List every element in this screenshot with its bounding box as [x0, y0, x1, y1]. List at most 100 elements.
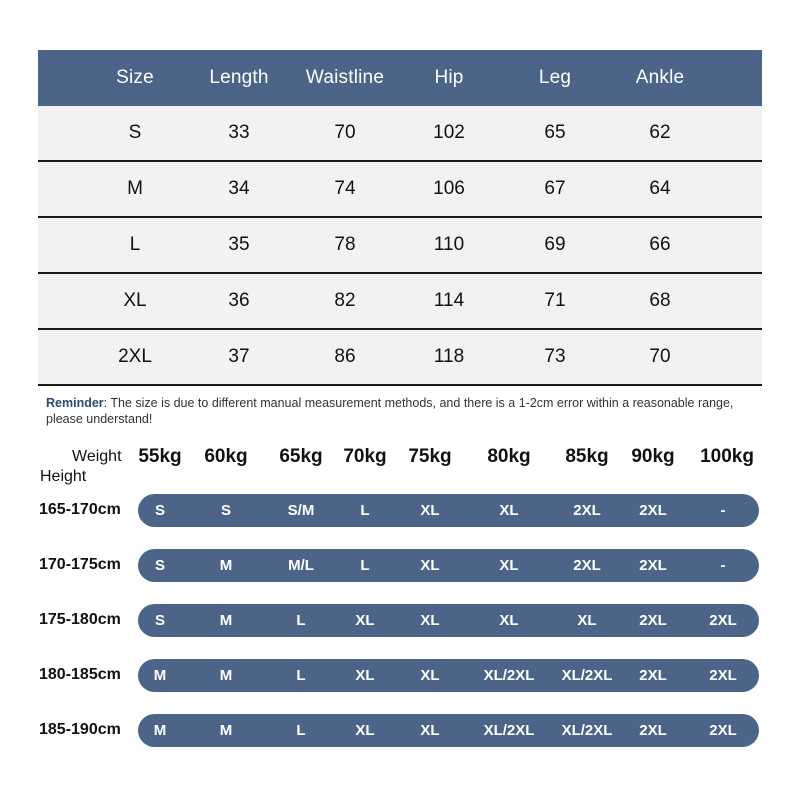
height-label: 165-170cm	[39, 501, 121, 518]
weight-header: 100kg	[700, 446, 754, 467]
size-cell: XL/2XL	[561, 722, 613, 739]
size-cell: XL	[420, 722, 440, 739]
size-cell: XL/2XL	[561, 667, 613, 684]
size-cell: S	[220, 502, 232, 519]
weight-header: 55kg	[138, 446, 182, 467]
height-label: 185-190cm	[39, 721, 121, 738]
size-cell: L	[360, 557, 370, 574]
waistline-cell: 86	[334, 346, 356, 367]
weight-header: 70kg	[343, 446, 387, 467]
size-cell: XL	[123, 290, 147, 311]
size-cell: S	[154, 557, 166, 574]
size-cell: 2XL	[709, 667, 737, 684]
table-row: XL 36 82 114 71 68	[38, 274, 762, 330]
size-cell: 2XL	[639, 502, 667, 519]
size-cell: L	[296, 612, 306, 629]
size-row-pill: S M L XL XL XL XL 2XL 2XL	[138, 604, 759, 637]
size-cell: M	[219, 722, 233, 739]
size-cell: 2XL	[639, 557, 667, 574]
weight-axis-label: Weight	[72, 448, 122, 465]
ankle-cell: 70	[649, 346, 671, 367]
size-cell: L	[129, 234, 141, 255]
waistline-cell: 74	[334, 178, 356, 199]
length-cell: 35	[228, 234, 250, 255]
size-row-pill: M M L XL XL XL/2XL XL/2XL 2XL 2XL	[138, 659, 759, 692]
weight-header: 85kg	[565, 446, 609, 467]
size-cell: XL	[577, 612, 597, 629]
size-row-pill: S S S/M L XL XL 2XL 2XL -	[138, 494, 759, 527]
leg-cell: 71	[544, 290, 566, 311]
size-cell: M/L	[288, 557, 314, 574]
ankle-cell: 68	[649, 290, 671, 311]
table-row: S 33 70 102 65 62	[38, 106, 762, 162]
size-cell: XL	[355, 612, 375, 629]
weight-header: 75kg	[408, 446, 452, 467]
hip-cell: 114	[433, 290, 465, 311]
size-cell: M	[127, 178, 143, 199]
hip-cell: 110	[433, 234, 465, 255]
size-cell: 2XL	[118, 346, 152, 367]
size-cell: L	[360, 502, 370, 519]
size-cell: S/M	[287, 502, 315, 519]
hip-cell: 118	[433, 346, 465, 367]
table-row: 2XL 37 86 118 73 70	[38, 330, 762, 386]
table-row: M 34 74 106 67 64	[38, 162, 762, 218]
size-cell: M	[219, 667, 233, 684]
size-cell: L	[296, 667, 306, 684]
size-cell: S	[154, 502, 166, 519]
ankle-cell: 62	[649, 122, 671, 143]
size-cell: XL	[420, 667, 440, 684]
weight-header: 65kg	[279, 446, 323, 467]
header-ankle: Ankle	[635, 67, 685, 88]
reminder-text: : The size is due to different manual me…	[46, 396, 734, 426]
size-cell: 2XL	[573, 557, 601, 574]
reminder-note: Reminder: The size is due to different m…	[46, 395, 762, 427]
length-cell: 33	[228, 122, 250, 143]
size-cell: XL	[420, 502, 440, 519]
size-cell: XL	[355, 667, 375, 684]
weight-header: 90kg	[631, 446, 675, 467]
height-label: 170-175cm	[39, 556, 121, 573]
hip-cell: 102	[433, 122, 465, 143]
length-cell: 37	[228, 346, 250, 367]
size-row-pill: M M L XL XL XL/2XL XL/2XL 2XL 2XL	[138, 714, 759, 747]
size-row-pill: S M M/L L XL XL 2XL 2XL -	[138, 549, 759, 582]
size-cell: 2XL	[709, 722, 737, 739]
size-table: Size Length Waistline Hip Leg Ankle S 33…	[38, 50, 762, 386]
ankle-cell: 66	[649, 234, 671, 255]
reminder-label: Reminder	[46, 396, 104, 410]
height-label: 175-180cm	[39, 611, 121, 628]
size-cell: XL	[499, 612, 519, 629]
size-cell: XL	[499, 502, 519, 519]
hip-cell: 106	[433, 178, 465, 199]
header-size: Size	[116, 67, 154, 88]
size-cell: -	[720, 502, 726, 519]
waistline-cell: 82	[334, 290, 356, 311]
size-cell: L	[296, 722, 306, 739]
size-cell: S	[128, 122, 142, 143]
ankle-cell: 64	[649, 178, 671, 199]
size-cell: 2XL	[639, 722, 667, 739]
size-cell: XL	[420, 612, 440, 629]
height-axis-label: Height	[40, 468, 87, 485]
size-cell: S	[154, 612, 166, 629]
size-cell: M	[219, 612, 233, 629]
length-cell: 34	[228, 178, 250, 199]
leg-cell: 73	[544, 346, 566, 367]
size-table-header: Size Length Waistline Hip Leg Ankle	[38, 50, 762, 106]
header-waistline: Waistline	[305, 67, 385, 88]
size-cell: M	[153, 667, 167, 684]
size-cell: XL/2XL	[483, 667, 535, 684]
size-cell: 2XL	[639, 667, 667, 684]
weight-header: 80kg	[487, 446, 531, 467]
waistline-cell: 78	[334, 234, 356, 255]
weight-height-chart: Weight Height 55kg 60kg 65kg 70kg 75kg 8…	[0, 440, 800, 760]
header-length: Length	[209, 67, 269, 88]
size-cell: XL	[420, 557, 440, 574]
size-cell: XL	[499, 557, 519, 574]
size-cell: 2XL	[639, 612, 667, 629]
size-cell: M	[219, 557, 233, 574]
leg-cell: 67	[544, 178, 566, 199]
length-cell: 36	[228, 290, 250, 311]
size-cell: 2XL	[573, 502, 601, 519]
